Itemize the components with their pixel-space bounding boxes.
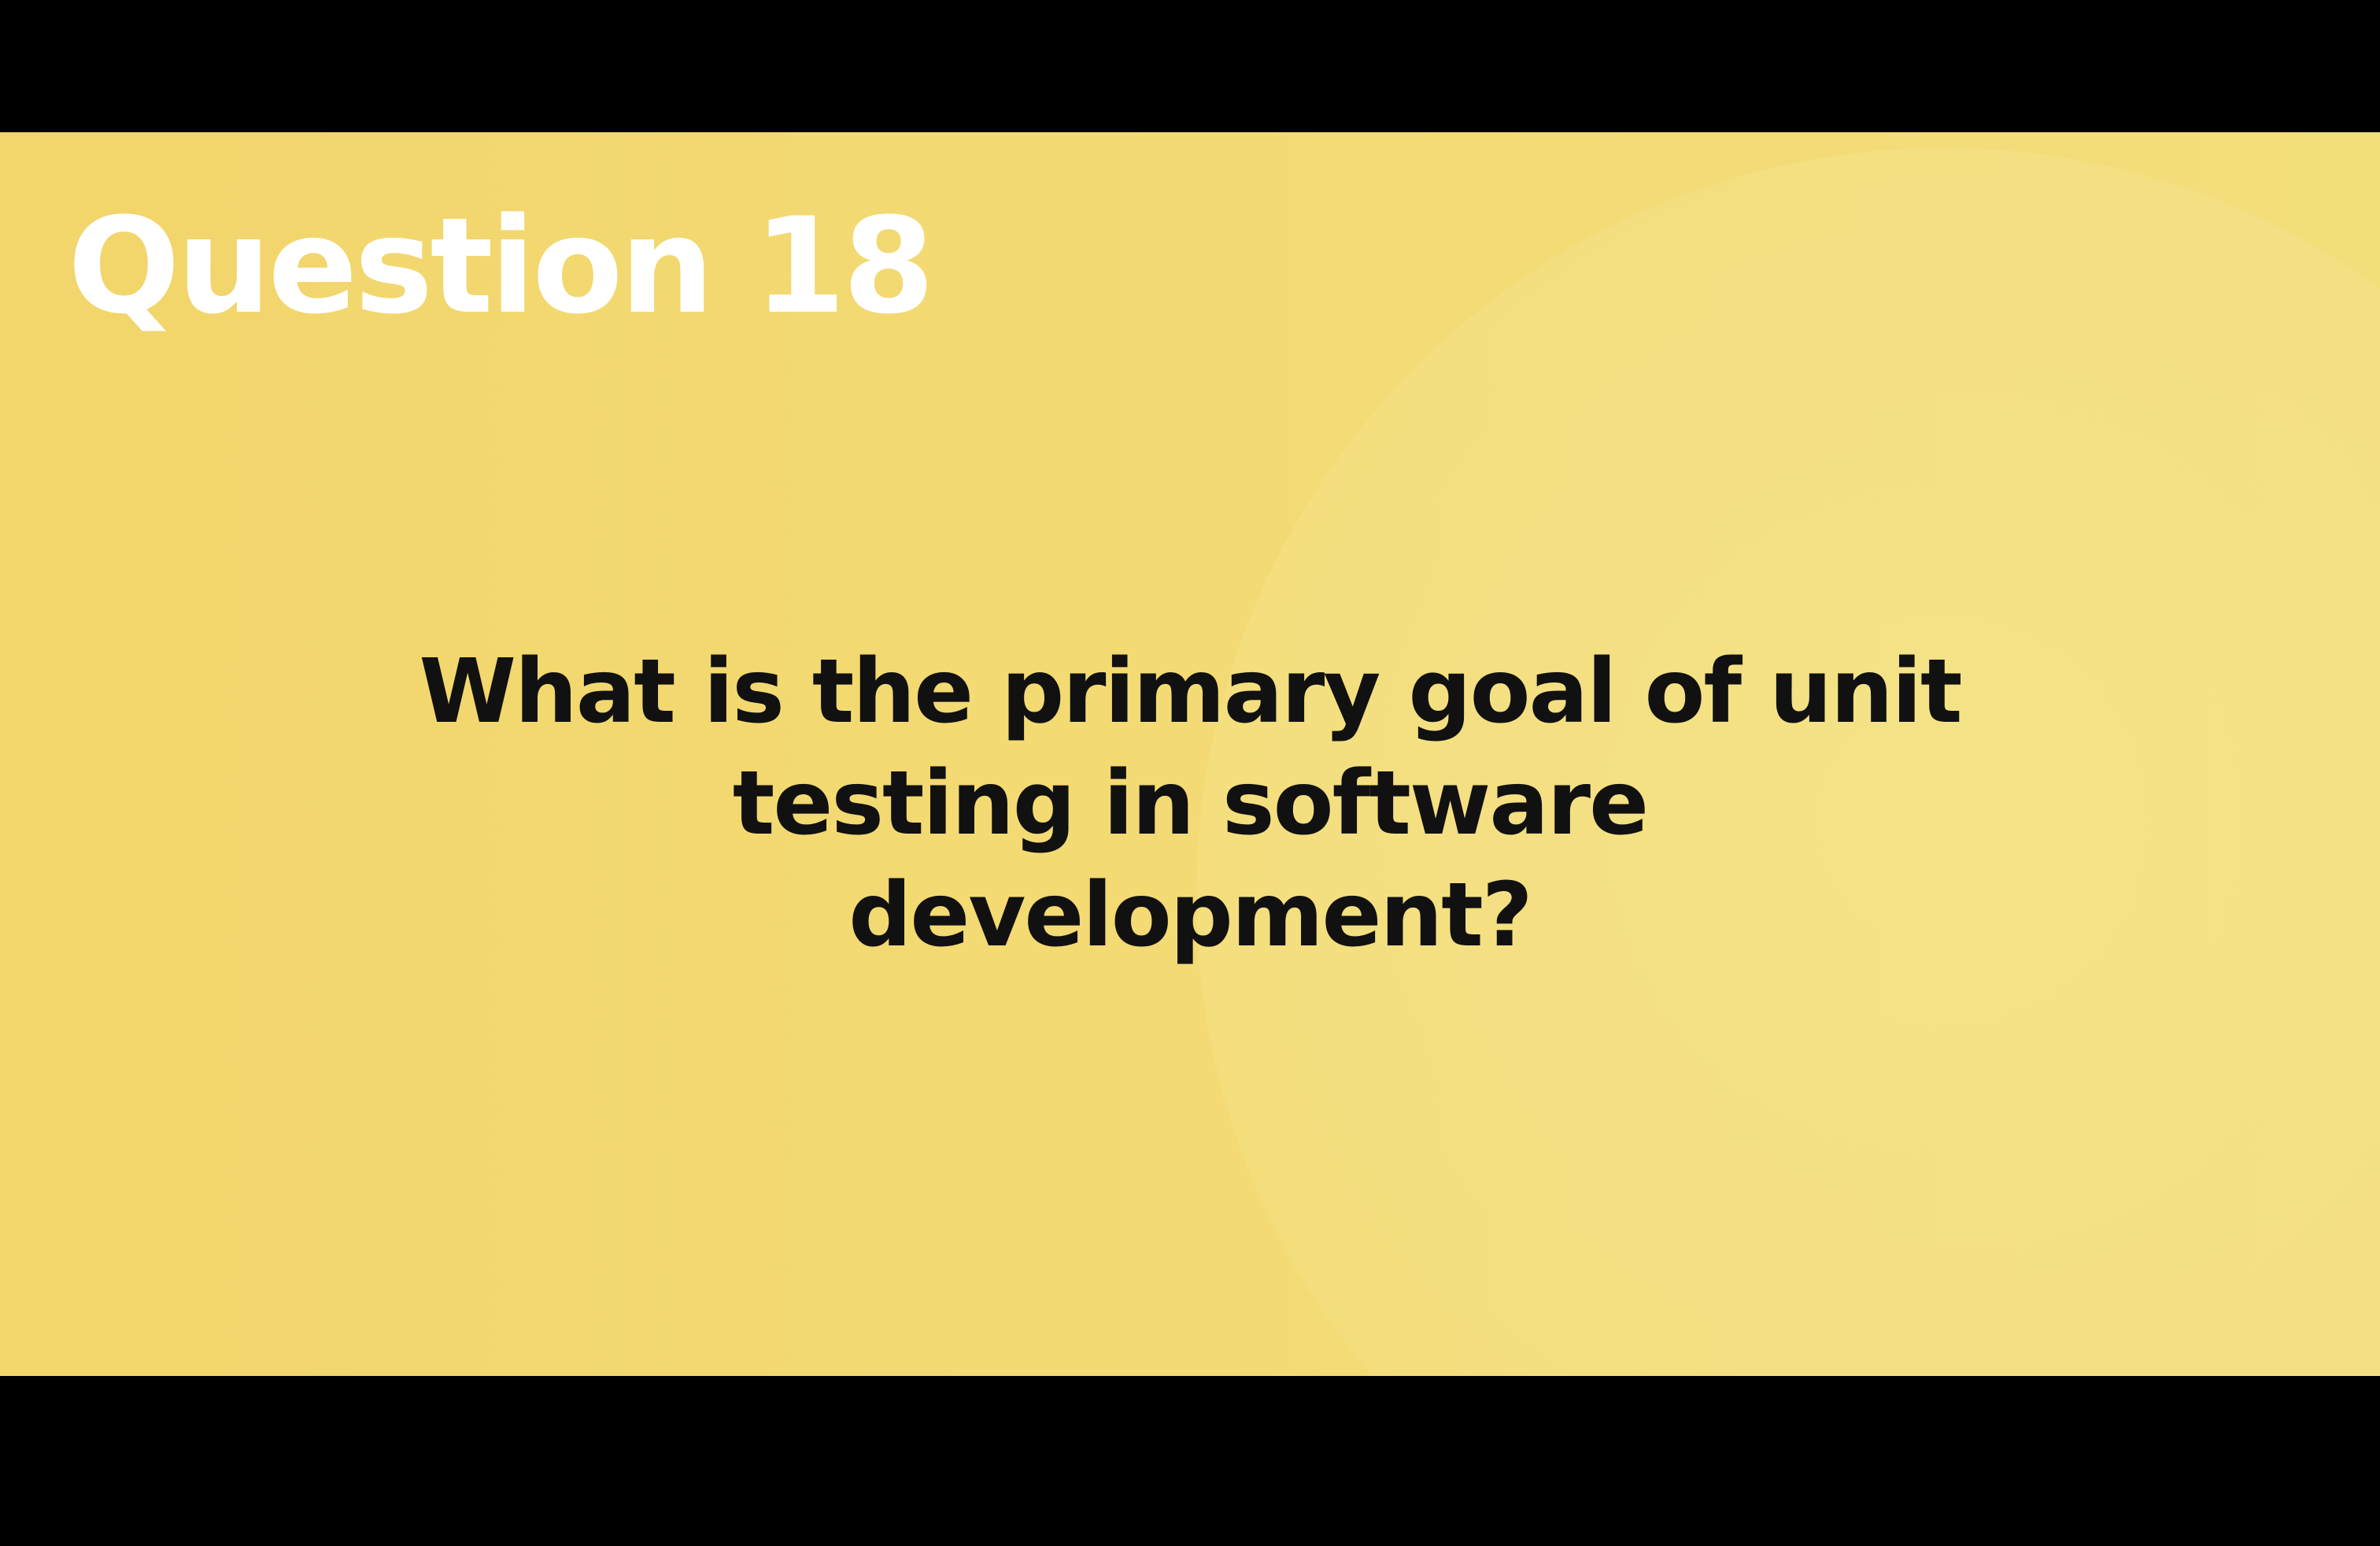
question-text: What is the primary goal of unit testing… (419, 641, 1962, 967)
slide: Question 18 What is the primary goal of … (0, 132, 2380, 1376)
slide-title: Question 18 (68, 189, 935, 343)
